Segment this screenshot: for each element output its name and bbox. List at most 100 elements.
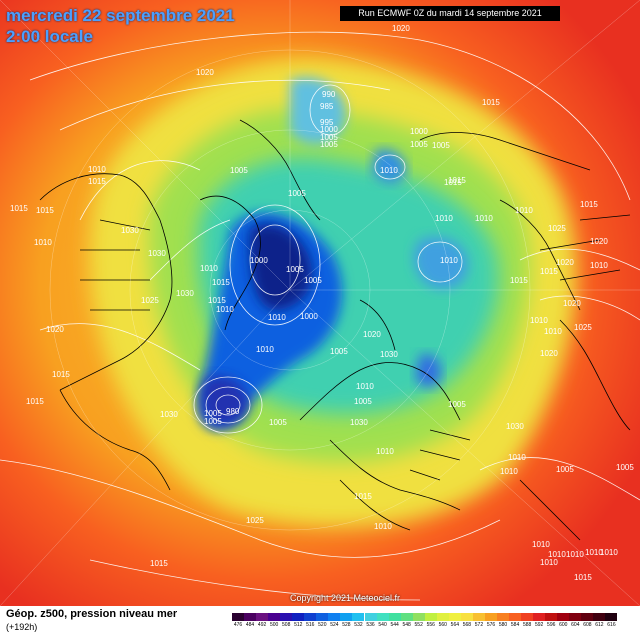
scale-label: 532 (354, 622, 363, 628)
pressure-label: 1010 (268, 313, 286, 322)
scale-swatch (497, 613, 510, 621)
legend-subtitle: (+192h) (6, 622, 38, 632)
pressure-label: 1010 (508, 453, 526, 462)
legend-title: Géop. z500, pression niveau mer (6, 608, 178, 620)
scale-swatch (472, 613, 485, 621)
pressure-label: 1020 (196, 68, 214, 77)
pressure-label: 1020 (392, 24, 410, 33)
pressure-label: 1030 (176, 289, 194, 298)
scale-swatch (328, 613, 341, 621)
pressure-label: 1000 (250, 256, 268, 265)
pressure-label: 1010 (440, 256, 458, 265)
scale-label: 608 (583, 622, 592, 628)
scale-label: 476 (233, 622, 243, 628)
forecast-time: 2:00 locale (6, 27, 93, 46)
pressure-label: 1000 (300, 312, 318, 321)
scale-cell: 516 (304, 613, 317, 631)
scale-swatch (605, 613, 618, 621)
scale-swatch (256, 613, 269, 621)
pressure-label: 1010 (566, 550, 584, 559)
pressure-label: 1010 (374, 522, 392, 531)
run-info: Run ECMWF 0Z du mardi 14 septembre 2021 (340, 6, 560, 21)
pressure-label: 1030 (350, 418, 368, 427)
pressure-label: 1005 (204, 417, 222, 426)
scale-cell: 484 (244, 613, 257, 631)
scale-label: 564 (450, 622, 460, 628)
scale-swatch (376, 613, 389, 621)
scale-swatch (304, 613, 317, 621)
scale-swatch (509, 613, 522, 621)
deep-low-core (249, 224, 312, 311)
pressure-label: 985 (320, 102, 334, 111)
pressure-label: 1005 (432, 141, 450, 150)
scale-cell: 604 (569, 613, 582, 631)
scale-label: 604 (571, 622, 580, 628)
scale-label: 512 (294, 622, 303, 628)
scale-cell: 576 (484, 613, 497, 631)
pressure-label: 1010 (256, 345, 274, 354)
scale-cell: 520 (316, 613, 329, 631)
scale-swatch (448, 613, 461, 621)
scale-label: 596 (547, 622, 556, 628)
scale-label: 584 (510, 622, 520, 628)
pressure-label: 1010 (88, 165, 106, 174)
pressure-label: 1015 (88, 177, 106, 186)
scale-label: 560 (438, 622, 447, 628)
pressure-label: 1005 (269, 418, 287, 427)
pressure-label: 1025 (574, 323, 592, 332)
scale-cell: 492 (256, 613, 269, 631)
pressure-label: 1015 (482, 98, 500, 107)
scale-swatch (545, 613, 558, 621)
cyan-north (290, 77, 346, 144)
isobars (0, 31, 640, 601)
scale-cell: 588 (521, 613, 534, 631)
pressure-label: 1015 (540, 267, 558, 276)
geopotential-map: 1020 1020 1015 1010 1005 1015 1015 1030 … (0, 0, 640, 606)
pressure-label: 1000 (410, 127, 428, 136)
scale-swatch (569, 613, 582, 621)
pressure-label: 1020 (540, 349, 558, 358)
scale-swatch (268, 613, 281, 621)
scale-label: 492 (257, 622, 267, 628)
pressure-label: 1010 (515, 206, 533, 215)
scale-cell: 512 (292, 613, 305, 631)
pressure-label: 1020 (563, 299, 581, 308)
pressure-label: 1015 (448, 176, 466, 185)
scale-cell: 544 (388, 613, 401, 631)
pressure-label: 1015 (580, 200, 598, 209)
pressure-labels: 1020 1020 1015 1010 1005 1015 1015 1030 … (10, 24, 634, 582)
pressure-label: 1025 (548, 224, 566, 233)
pressure-label: 1015 (52, 370, 70, 379)
pressure-label: 995 (320, 118, 334, 127)
pressure-label: 1005 (330, 347, 348, 356)
scale-label: 528 (342, 622, 351, 628)
scale-cell: 612 (593, 613, 606, 631)
scale-swatch (424, 613, 437, 621)
scale-label: 592 (535, 622, 544, 628)
pressure-label: 1015 (354, 492, 372, 501)
pressure-label: 1010 (585, 548, 603, 557)
forecast-date: mercredi 22 septembre 2021 (6, 6, 235, 25)
pressure-label: 1015 (208, 296, 226, 305)
scale-label: 600 (559, 622, 568, 628)
scale-label: 556 (426, 622, 435, 628)
pressure-label: 1010 (590, 261, 608, 270)
scale-label: 508 (282, 622, 291, 628)
scale-label: 616 (607, 622, 616, 628)
scale-cell: 532 (352, 613, 365, 631)
scale-swatch (557, 613, 570, 621)
pressure-label: 1005 (448, 400, 466, 409)
scale-cell: 596 (545, 613, 558, 631)
scale-swatch (388, 613, 401, 621)
pressure-label: 1000 (320, 125, 338, 134)
pressure-label: 1005 (556, 465, 574, 474)
pressure-label: 1010 (540, 558, 558, 567)
pressure-label: 990 (322, 90, 336, 99)
scale-swatch (460, 613, 473, 621)
scale-label: 524 (330, 622, 339, 628)
pressure-label: 1005 (354, 397, 372, 406)
scale-label: 540 (378, 622, 387, 628)
pressure-label: 1020 (590, 237, 608, 246)
pressure-label: 1020 (556, 258, 574, 267)
pressure-label: 1010 (356, 382, 374, 391)
